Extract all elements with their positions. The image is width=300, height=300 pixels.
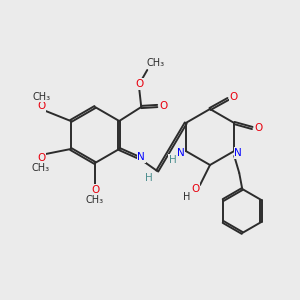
Text: H: H [183,192,191,202]
Text: CH₃: CH₃ [86,195,104,205]
Text: O: O [135,79,143,89]
Text: O: O [38,101,46,111]
Text: H: H [169,155,177,165]
Text: H: H [146,173,153,183]
Text: N: N [177,148,184,158]
Text: O: O [91,185,99,195]
Text: CH₃: CH₃ [33,92,51,102]
Text: O: O [38,153,46,163]
Text: CH₃: CH₃ [146,58,164,68]
Text: O: O [191,184,199,194]
Text: O: O [159,101,167,111]
Text: N: N [137,152,145,162]
Text: N: N [234,148,242,158]
Text: CH₃: CH₃ [32,163,50,173]
Text: O: O [254,123,262,133]
Text: O: O [230,92,238,102]
